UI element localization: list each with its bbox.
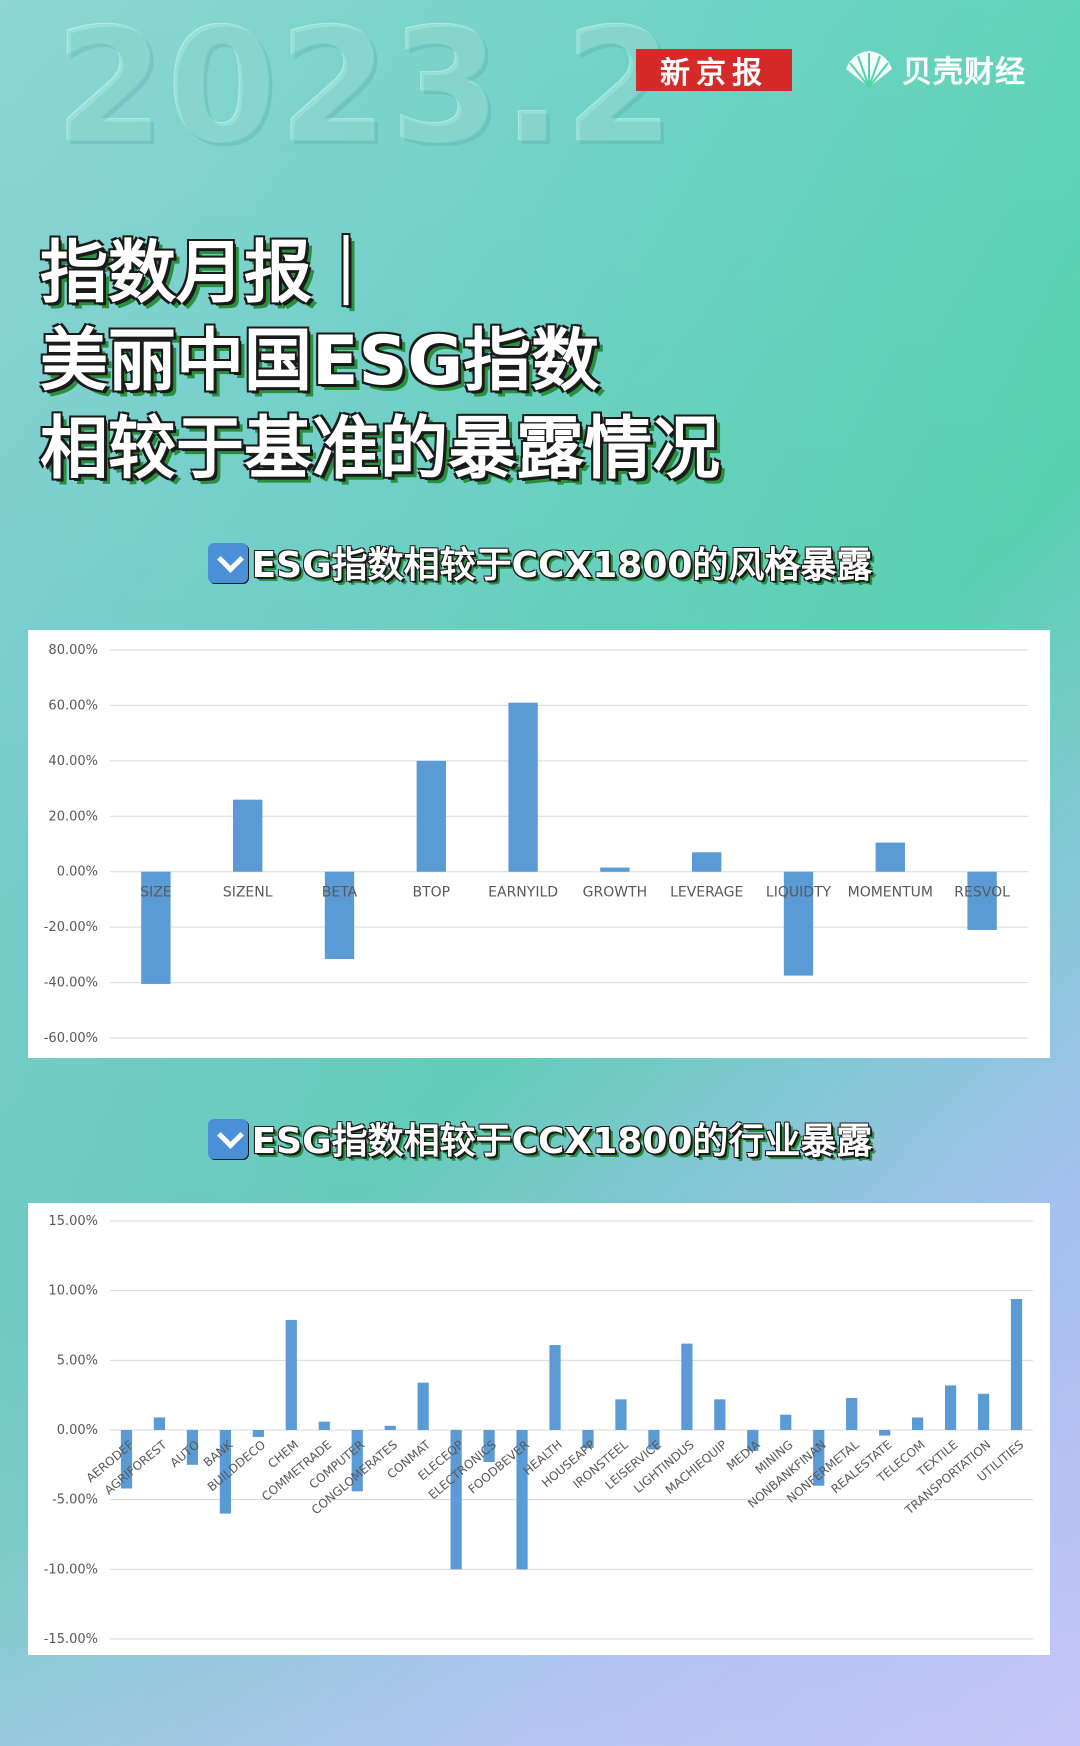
style-section-title-text: ESG指数相较于CCX1800的风格暴露	[251, 545, 873, 586]
y-tick-label: 5.00%	[57, 1353, 98, 1368]
y-tick-label: -15.00%	[44, 1632, 98, 1647]
y-tick-label: 60.00%	[48, 698, 98, 713]
bar-textile	[944, 1385, 957, 1430]
x-category-label: RESVOL	[954, 885, 1010, 901]
y-tick-label: -5.00%	[52, 1493, 98, 1508]
bar-aerodef	[120, 1430, 133, 1489]
bar-electronics	[483, 1430, 495, 1463]
bar-utilities	[1010, 1299, 1023, 1430]
y-tick-label: 0.00%	[57, 865, 98, 880]
headline: 指数月报｜ 美丽中国ESG指数 相较于基准的暴露情况	[40, 230, 720, 494]
y-tick-label: 15.00%	[48, 1214, 98, 1229]
y-tick-label: -40.00%	[44, 976, 98, 991]
headline-line-2: 美丽中国ESG指数	[40, 322, 600, 401]
bar-leverage	[692, 852, 722, 872]
bar-sizenl	[233, 799, 263, 872]
x-category-label: BTOP	[412, 885, 450, 901]
down-arrow-icon	[207, 1119, 248, 1159]
industry-exposure-chart-svg: 15.00% 10.00% 5.00% 0.00% -5.00% -10.00% -15.0…	[44, 1214, 1033, 1647]
style-exposure-chart: 80.00% 60.00% 40.00% 20.00% 0.00% -20.00% -40.…	[28, 630, 1050, 1058]
y-tick-label: -10.00%	[44, 1562, 98, 1577]
bar-agriforest	[153, 1417, 166, 1430]
headline-line-1: 指数月报｜	[40, 234, 381, 313]
industry-section-title: ESG指数相较于CCX1800的行业暴露	[0, 1112, 1080, 1164]
y-tick-label: 20.00%	[48, 809, 98, 824]
y-tick-label: 40.00%	[48, 754, 98, 769]
bar-machiequip	[714, 1399, 726, 1430]
bar-media	[747, 1430, 759, 1451]
bar-mining	[780, 1414, 792, 1430]
bar-builddeco	[252, 1430, 264, 1437]
x-category-label: LEVERAGE	[670, 885, 743, 901]
bar-lightindus	[681, 1343, 693, 1430]
industry-exposure-chart: 15.00% 10.00% 5.00% 0.00% -5.00% -10.00% -15.0…	[28, 1203, 1050, 1655]
bar-telecom	[912, 1417, 924, 1430]
style-exposure-chart-svg: 80.00% 60.00% 40.00% 20.00% 0.00% -20.00% -40.…	[44, 643, 1028, 1046]
bar-earnyild	[508, 702, 538, 872]
bar-beta	[324, 871, 355, 960]
x-category-label: LIQUIDTY	[766, 885, 832, 901]
bar-btop	[416, 760, 446, 872]
bar-houseapp	[582, 1430, 594, 1449]
bar-bank	[219, 1430, 231, 1514]
bar-momentum	[875, 842, 905, 872]
headline-line-3: 相较于基准的暴露情况	[40, 410, 721, 489]
y-tick-label: -60.00%	[44, 1031, 98, 1046]
bar-health	[549, 1345, 561, 1430]
shell-logo-icon	[846, 51, 892, 88]
x-category-label: SIZENL	[223, 885, 273, 901]
x-category-label: GROWTH	[583, 885, 648, 901]
bar-nonbankfinan	[813, 1430, 825, 1486]
x-category-label: EARNYILD	[488, 885, 558, 901]
beike-logo: 贝壳财经	[842, 44, 1026, 94]
x-category-label: SIZE	[140, 885, 171, 901]
bar-ironsteel	[615, 1399, 627, 1430]
date-watermark: 2023.2	[55, 0, 677, 179]
bar-resvol	[967, 871, 997, 930]
industry-section-title-text: ESG指数相较于CCX1800的行业暴露	[251, 1121, 873, 1162]
bar-commetrade	[318, 1421, 330, 1430]
bar-nonfermetal	[846, 1397, 858, 1430]
bar-growth	[600, 867, 630, 872]
x-category-label: BETA	[322, 885, 358, 901]
bar-auto	[186, 1430, 199, 1465]
y-tick-label: 10.00%	[48, 1284, 98, 1299]
y-tick-label: -20.00%	[44, 920, 98, 935]
bar-realestate	[879, 1430, 891, 1436]
bar-computer	[351, 1430, 363, 1492]
x-category-label: MOMENTUM	[848, 885, 933, 901]
bar-size	[141, 871, 171, 984]
bar-leiservice	[648, 1430, 660, 1450]
bar-transportation	[977, 1393, 990, 1430]
bar-eleceqp	[450, 1430, 462, 1570]
down-arrow-icon	[207, 543, 248, 583]
y-tick-label: 0.00%	[57, 1423, 98, 1438]
style-section-title: ESG指数相较于CCX1800的风格暴露	[0, 536, 1080, 588]
bar-liquidty	[783, 871, 814, 976]
bar-foodbever	[516, 1430, 528, 1570]
bar-conglomerates	[384, 1425, 396, 1430]
bar-chem	[285, 1319, 297, 1430]
xjb-logo: 新京报	[636, 49, 792, 91]
y-tick-label: 80.00%	[48, 643, 98, 658]
bar-conmat	[417, 1382, 429, 1430]
beike-logo-text: 贝壳财经	[902, 55, 1026, 90]
